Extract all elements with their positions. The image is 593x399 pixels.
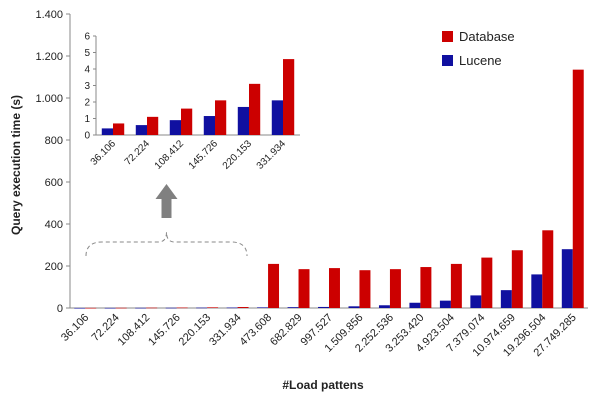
callout-bracket: [85, 231, 248, 257]
bar-lucene-72-224: [104, 307, 116, 309]
bar-lucene-10-974-659: [500, 290, 512, 308]
y-tick-label: 200: [45, 261, 63, 273]
bar-lucene-682-829: [287, 307, 299, 308]
y-tick-label: 1.400: [35, 9, 63, 21]
inset-bar-database-220-153: [249, 83, 261, 135]
x-tick-label: 682.829: [268, 312, 305, 349]
bar-database-2-252-536: [389, 269, 401, 308]
legend-item-lucene: Lucene: [442, 53, 502, 68]
bar-lucene-27-749-285: [561, 249, 573, 308]
inset-y-tick-label: 4: [84, 65, 90, 76]
inset-bar-database-72-224: [147, 116, 159, 135]
bar-database-331-934: [237, 307, 249, 308]
zoom-callout: [85, 184, 248, 257]
legend-item-database: Database: [442, 29, 515, 44]
bar-database-108-412: [146, 307, 158, 309]
inset-bar-database-36-106: [113, 123, 125, 135]
bar-lucene-19-296-504: [531, 274, 543, 308]
bar-database-72-224: [115, 307, 127, 309]
bar-database-36-106: [85, 307, 97, 309]
bar-database-19-296-504: [542, 230, 554, 308]
inset-x-tick-label: 36.106: [89, 138, 119, 168]
bar-database-145-726: [176, 307, 188, 309]
y-tick-label: 800: [45, 135, 63, 147]
x-tick-label: 220.153: [177, 312, 214, 349]
bar-database-997-527: [329, 268, 340, 308]
inset-x-tick-label: 331.934: [255, 138, 289, 172]
inset-x-tick-label: 72.224: [123, 138, 153, 168]
legend-label-database: Database: [459, 29, 515, 44]
x-tick-label: 108.412: [116, 312, 153, 349]
bar-database-682-829: [298, 269, 310, 308]
main-plot: 02004006008001.0001.2001.40036.10672.224…: [35, 9, 588, 359]
x-tick-label: 473.608: [238, 312, 275, 349]
bar-lucene-4-923-504: [439, 300, 451, 308]
callout-arrow-shaft: [161, 198, 172, 218]
y-tick-label: 1.000: [35, 93, 63, 105]
callout-arrow-head: [155, 184, 178, 199]
inset-x-tick-label: 145.726: [187, 138, 221, 172]
bar-database-7-379-074: [481, 257, 493, 308]
inset-plot: 0 1 2 3 4 5 6 36.106 72.224 108.412 145.726 220.153…: [84, 32, 300, 172]
inset-y-tick-label: 1: [84, 114, 90, 125]
inset-bar-database-331-934: [283, 59, 295, 135]
legend-swatch-lucene: [442, 55, 453, 66]
inset-bar-database-145-726: [215, 100, 227, 135]
inset-bar-lucene-108-412: [169, 120, 181, 135]
bar-lucene-331-934: [226, 307, 238, 309]
y-tick-label: 400: [45, 219, 63, 231]
bar-lucene-108-412: [135, 307, 147, 309]
legend: Database Lucene: [442, 29, 515, 68]
x-axis-title: #Load pattens: [282, 378, 364, 392]
y-tick-label: 600: [45, 177, 63, 189]
bar-database-27-749-285: [572, 69, 584, 309]
bar-database-473-608: [268, 263, 280, 308]
inset-y-tick-label: 5: [84, 48, 90, 59]
x-tick-label: 36.106: [59, 312, 91, 344]
bar-database-10-974-659: [511, 250, 523, 308]
inset-x-tick-label: 108.412: [153, 138, 187, 172]
legend-label-lucene: Lucene: [459, 53, 502, 68]
inset-bar-lucene-72-224: [135, 125, 147, 135]
x-tick-label: 145.726: [146, 312, 183, 349]
inset-bar-lucene-220-153: [237, 106, 249, 135]
inset-x-tick-label: 220.153: [221, 138, 255, 172]
inset-y-tick-label: 6: [84, 32, 90, 43]
bar-lucene-997-527: [318, 306, 329, 308]
bar-lucene-2-252-536: [378, 305, 390, 308]
y-axis-title: Query execution time (s): [9, 95, 23, 235]
bar-lucene-7-379-074: [470, 295, 482, 308]
legend-swatch-database: [442, 31, 453, 42]
inset-bar-database-108-412: [181, 108, 193, 135]
inset-y-tick-label: 0: [84, 131, 90, 142]
bar-database-3-253-420: [420, 267, 432, 308]
inset-bar-lucene-36-106: [101, 128, 113, 135]
y-tick-label: 1.200: [35, 51, 63, 63]
inset-bar-lucene-331-934: [271, 100, 283, 135]
bar-database-220-153: [207, 307, 219, 308]
inset-y-tick-label: 3: [84, 81, 90, 92]
bar-lucene-1-509-856: [348, 306, 360, 308]
bar-lucene-220-153: [196, 307, 208, 309]
inset-y-tick-label: 2: [84, 98, 90, 109]
bar-database-1-509-856: [359, 270, 371, 308]
bar-lucene-473-608: [257, 307, 269, 308]
bar-lucene-3-253-420: [409, 302, 421, 308]
y-tick-label: 0: [57, 303, 63, 315]
bar-lucene-36-106: [74, 307, 86, 309]
bar-lucene-145-726: [165, 307, 177, 309]
x-tick-label: 331.934: [207, 312, 244, 349]
bar-database-4-923-504: [450, 263, 462, 308]
inset-bar-lucene-145-726: [203, 116, 215, 135]
